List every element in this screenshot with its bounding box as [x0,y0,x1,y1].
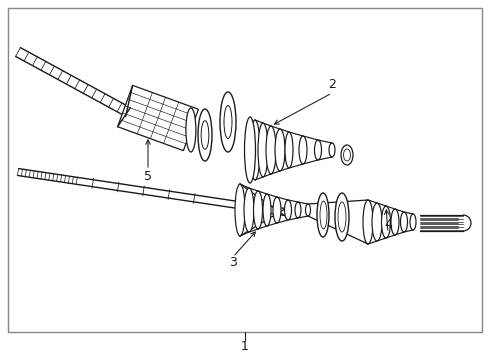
Ellipse shape [363,200,373,244]
Ellipse shape [317,193,329,237]
Ellipse shape [410,214,416,230]
Ellipse shape [186,108,196,152]
Ellipse shape [285,132,293,168]
Ellipse shape [220,92,236,152]
Ellipse shape [263,194,271,226]
Polygon shape [118,85,198,150]
Ellipse shape [295,202,301,218]
Ellipse shape [391,209,399,235]
Ellipse shape [315,140,321,160]
Ellipse shape [253,191,263,229]
Ellipse shape [343,149,350,161]
Ellipse shape [382,206,391,238]
Text: 5: 5 [144,170,152,183]
Ellipse shape [372,203,382,241]
Ellipse shape [335,193,349,241]
Ellipse shape [329,143,335,157]
Ellipse shape [275,129,285,171]
Ellipse shape [250,120,260,180]
Text: 1: 1 [241,341,249,354]
Ellipse shape [273,197,281,223]
Ellipse shape [201,121,209,149]
Ellipse shape [224,105,232,139]
Ellipse shape [235,184,245,236]
Text: 4: 4 [384,219,392,231]
Text: 2: 2 [328,78,336,91]
Ellipse shape [285,200,292,220]
Ellipse shape [245,117,255,183]
Ellipse shape [320,201,327,229]
Ellipse shape [258,123,268,177]
Text: 3: 3 [229,256,237,270]
Ellipse shape [338,202,346,232]
Ellipse shape [266,126,276,174]
Ellipse shape [305,204,311,216]
Ellipse shape [198,109,212,161]
Ellipse shape [341,145,353,165]
Ellipse shape [299,136,307,164]
Ellipse shape [244,188,254,232]
Ellipse shape [400,212,408,232]
